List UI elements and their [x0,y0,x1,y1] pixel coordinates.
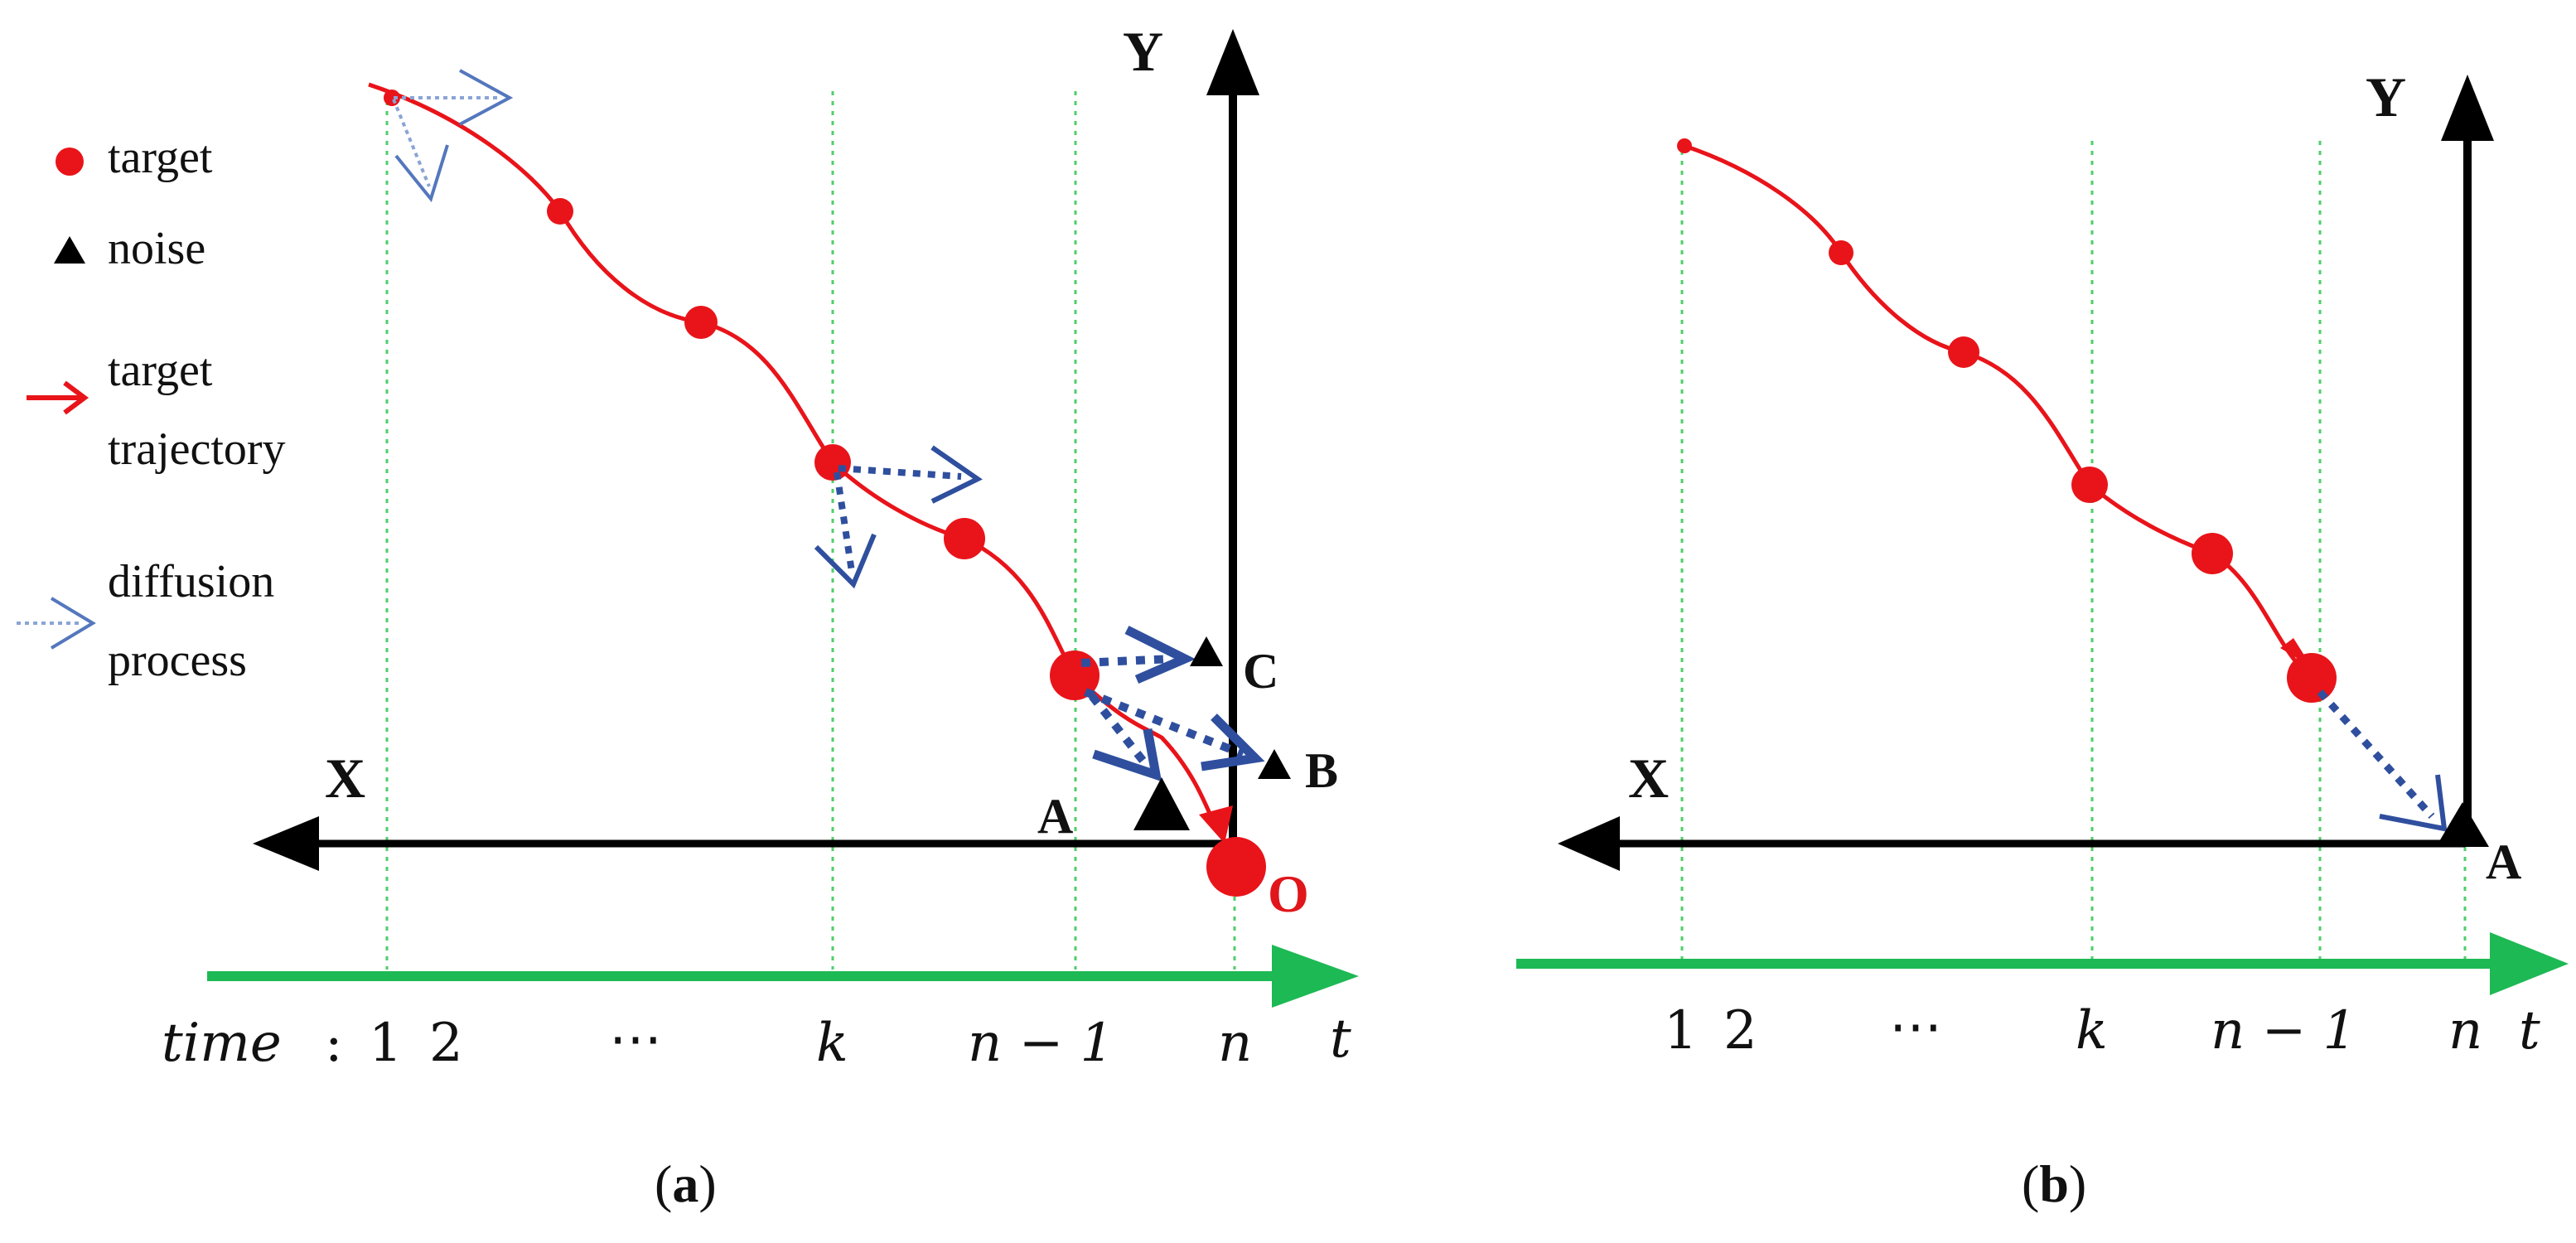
target-point [1677,138,1692,153]
caption-open-paren: ( [2022,1154,2039,1213]
panel-a-x-label: X [325,747,365,810]
origin-target-point [1206,837,1266,897]
panel-b-caption: (b) [2022,1154,2086,1213]
legend-trajectory-label-line1: target [108,345,213,396]
legend-noise-label: noise [108,223,205,274]
panel-a-point-a-label: A [1037,789,1073,844]
noise-point-b [1258,749,1291,779]
panel-b-y-label: Y [2366,65,2406,128]
panel-b-y-axis [2441,75,2494,845]
panel-b-noise-point-a [2436,802,2489,847]
legend-diffusion-label-line1: diffusion [108,556,274,607]
tick-label: k [2076,1000,2108,1062]
tick-label: n − 1 [2211,1000,2356,1062]
panel-a-trajectory [368,82,1220,834]
caption-letter: b [2039,1154,2069,1213]
panel-a: X Y [162,20,1359,1213]
panel-b-trajectory [1681,143,2298,665]
caption-open-paren: ( [655,1154,672,1213]
legend-diffusion-arrow-icon [17,597,96,650]
panel-a-point-b-label: B [1305,743,1338,798]
time-arrow-label: t [2519,1000,2540,1062]
panel-a-noise [1133,636,1291,830]
target-point [547,198,573,225]
tick-label: ⋯ [1889,996,1942,1057]
legend: target noise target trajectory diffusion… [17,132,286,686]
tick-label: ⋯ [609,1008,662,1070]
panel-b-ticks: 1 2 ⋯ k n − 1 n t [1664,996,2540,1062]
legend-diffusion-label-line2: process [108,635,247,686]
legend-trajectory-label-line2: trajectory [108,423,286,475]
time-colon-label: : [325,1013,343,1074]
panel-a-point-c-label: C [1243,644,1278,699]
panel-a-y-label: Y [1123,20,1163,83]
tick-label: 2 [1723,1000,1757,1062]
tick-label: n − 1 [968,1013,1114,1074]
tick-label: 2 [429,1013,463,1074]
target-point [1829,240,1853,265]
panel-b-x-label: X [1628,747,1669,810]
tick-label: 1 [369,1013,403,1074]
target-point [2287,653,2337,703]
tick-label: n [1218,1013,1252,1074]
panel-a-origin-label: O [1268,864,1309,923]
panel-b-diffusion [2317,689,2448,832]
panel-b-point-a-label: A [2486,834,2521,889]
target-point [944,518,985,559]
panel-b-x-axis [1558,816,2465,871]
panel-b-targets [1677,138,2337,703]
target-point [2192,533,2233,574]
panel-a-diffusion-n-minus-1 [1080,626,1265,782]
panel-a-diffusion-start [392,69,514,203]
panel-a-trajectory-arrowhead [1199,805,1233,844]
panel-a-gridlines [385,91,1236,970]
target-point [2071,467,2108,503]
time-prefix-label: time [162,1013,282,1074]
caption-close-paren: ) [698,1154,716,1213]
legend-noise-marker [54,236,85,264]
panel-a-caption: (a) [655,1154,717,1213]
panel-b-gridlines [1680,141,2467,961]
legend-target-label: target [108,132,213,183]
tick-label: 1 [1664,1000,1698,1062]
panel-a-time-axis [207,945,1359,1008]
legend-trajectory-arrow-icon [27,380,89,415]
target-point [684,306,718,339]
caption-letter: a [672,1154,698,1213]
panel-a-x-axis [253,816,1243,871]
time-arrow-label: t [1330,1008,1351,1070]
panel-a-ticks: time : 1 2 ⋯ k n − 1 n t [162,1008,1351,1074]
panel-a-targets [384,89,1266,897]
noise-point-c [1190,636,1223,666]
legend-target-marker [56,148,84,176]
target-point [1948,336,1979,368]
panel-b: X Y A 1 2 ⋯ k n − 1 n t [1516,65,2569,1213]
panel-a-y-axis [1206,29,1259,845]
noise-point-a [1133,777,1190,830]
caption-close-paren: ) [2069,1154,2086,1213]
tick-label: n [2448,1000,2482,1062]
panel-a-diffusion-k [814,445,983,589]
tick-label: k [816,1013,848,1074]
panel-b-time-axis [1516,932,2569,995]
target-point [814,444,851,481]
